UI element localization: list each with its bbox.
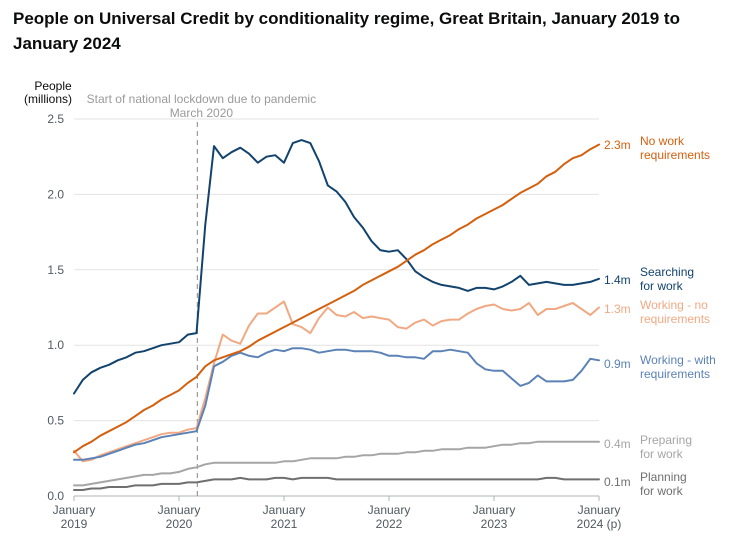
- y-tick-label: 2.0: [47, 187, 64, 201]
- x-tick-label: January: [263, 503, 306, 517]
- series-label: No work: [640, 134, 685, 148]
- series-end-value: 2.3m: [604, 138, 631, 152]
- chart-title: People on Universal Credit by conditiona…: [13, 9, 680, 53]
- x-tick-label: 2020: [166, 517, 193, 531]
- x-tick-label: January: [53, 503, 96, 517]
- series-label: for work: [640, 279, 684, 293]
- y-axis-label: People: [34, 79, 72, 93]
- annotation-date: March 2020: [170, 106, 234, 120]
- series-end-value: 0.9m: [604, 357, 631, 371]
- series-label: requirements: [640, 148, 710, 162]
- series-label: requirements: [640, 312, 710, 326]
- series-line-working-with-requirements: [73, 347, 600, 461]
- series-end-value: 0.4m: [604, 437, 631, 451]
- series-line-preparing-for-work: [73, 440, 600, 487]
- x-tick-label: January: [158, 503, 201, 517]
- series-label: for work: [640, 447, 684, 461]
- series-end-value: 1.3m: [604, 302, 631, 316]
- series-end-value: 0.1m: [604, 475, 631, 489]
- series-label: Searching: [640, 265, 694, 279]
- y-tick-label: 0.0: [47, 489, 64, 503]
- series-label: Working - with: [640, 353, 716, 367]
- y-tick-label: 1.0: [47, 338, 64, 352]
- x-tick-label: 2019: [61, 517, 88, 531]
- y-axis-label-unit: (millions): [24, 92, 72, 106]
- annotation-text: Start of national lockdown due to pandem…: [87, 92, 316, 106]
- series-line-searching-for-work: [73, 139, 600, 395]
- y-tick-label: 2.5: [47, 112, 64, 126]
- y-tick-label: 0.5: [47, 414, 64, 428]
- lockdown-annotation: Start of national lockdown due to pandem…: [87, 92, 316, 496]
- series-label: requirements: [640, 367, 710, 381]
- series-line-working-no-requirements: [73, 300, 600, 463]
- x-tick-label: January: [473, 503, 516, 517]
- x-tick-label: January: [368, 503, 411, 517]
- x-tick-label: 2024 (p): [577, 517, 622, 531]
- axes: 0.0 0.5 1.0 1.5 2.0 2.5 People(millions) Januar…: [24, 79, 621, 531]
- gridlines: [74, 118, 599, 422]
- series-label: Planning: [640, 470, 687, 484]
- series-label: Working - no: [640, 298, 708, 312]
- series-label: for work: [640, 484, 684, 498]
- series-line-no-work-requirements: [73, 143, 600, 454]
- x-tick-label: 2021: [271, 517, 298, 531]
- series-line-planning-for-work: [73, 476, 600, 491]
- series-end-value: 1.4m: [604, 273, 631, 287]
- series-label: Preparing: [640, 433, 692, 447]
- x-tick-label: 2023: [481, 517, 508, 531]
- x-tick-label: January: [578, 503, 621, 517]
- y-tick-label: 1.5: [47, 263, 64, 277]
- x-tick-label: 2022: [376, 517, 403, 531]
- series-labels: 2.3m No workrequirements1.4mSearchingfor …: [604, 134, 716, 498]
- series-lines: [73, 139, 600, 491]
